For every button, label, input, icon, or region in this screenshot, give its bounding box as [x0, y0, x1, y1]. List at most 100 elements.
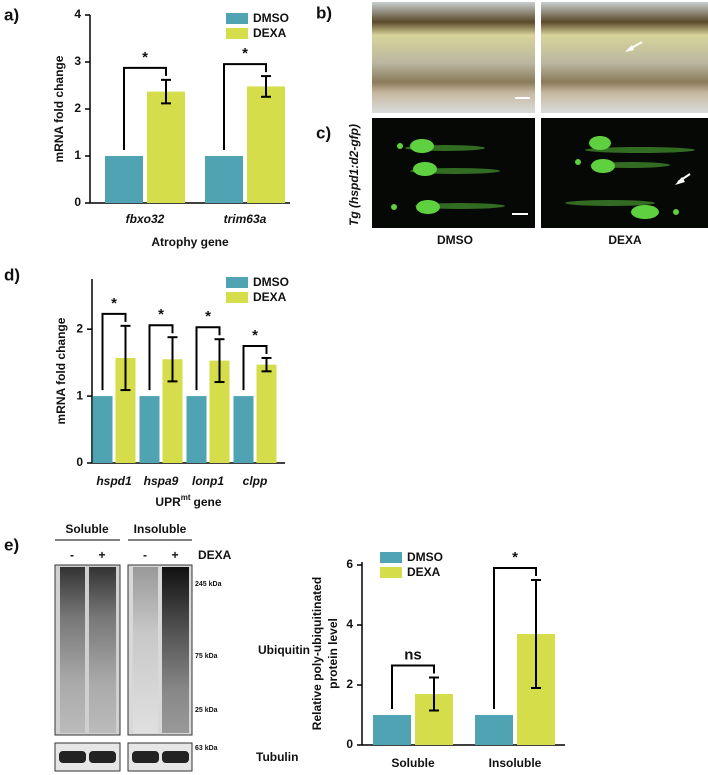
- column-label: DEXA: [608, 233, 642, 247]
- blot-group: Soluble: [65, 522, 109, 536]
- bar: [205, 156, 243, 203]
- legend-label: DEXA: [253, 26, 287, 40]
- legend-label: DEXA: [407, 565, 441, 579]
- y-axis-label: mRNA fold change: [52, 55, 66, 162]
- significance-bracket: [242, 344, 268, 391]
- significance-bracket: [123, 66, 167, 150]
- bar: [256, 364, 277, 463]
- y-axis-label: mRNA fold change: [54, 317, 68, 424]
- y-tick-label: 6: [346, 557, 353, 571]
- bar: [373, 715, 411, 745]
- marker-label: 25 kDa: [195, 707, 218, 714]
- error-bar: [214, 338, 225, 384]
- protein-label: Ubiquitin: [258, 643, 310, 657]
- x-axis-label: Atrophy gene: [151, 235, 229, 249]
- legend-swatch: [380, 552, 402, 563]
- significance-label: *: [252, 327, 258, 344]
- y-tick-label: 0: [74, 195, 81, 209]
- significance-bracket: [493, 567, 537, 709]
- error-bar: [261, 75, 271, 98]
- y-tick-label: 2: [76, 321, 83, 335]
- lane-label: +: [171, 548, 178, 562]
- bar: [233, 396, 254, 463]
- legend-swatch: [380, 567, 402, 578]
- y-axis-label: Relative poly-ubiquitinated: [310, 577, 324, 730]
- x-tick-label: hspa9: [144, 474, 179, 488]
- significance-bracket: [101, 312, 127, 391]
- legend-swatch: [226, 13, 248, 24]
- error-bar: [161, 78, 171, 105]
- legend-swatch: [226, 28, 248, 39]
- panel-label: b): [316, 3, 332, 22]
- x-axis-label-part: UPR: [155, 495, 181, 509]
- x-tick-label: Soluble: [391, 756, 435, 770]
- treatment-label: DEXA: [198, 548, 232, 562]
- column-label: DMSO: [437, 233, 473, 247]
- lane-label: +: [98, 548, 105, 562]
- error-bar: [167, 336, 178, 383]
- bar: [92, 396, 113, 463]
- bar: [475, 715, 513, 745]
- marker-label: 63 kDa: [195, 745, 218, 752]
- brightfield-images: [372, 2, 708, 113]
- marker-label: 75 kDa: [195, 653, 218, 660]
- bar: [139, 396, 160, 463]
- x-tick-label: fbxo32: [126, 212, 165, 226]
- y-tick-label: 4: [74, 7, 81, 21]
- row-label: Tg (hspd1:d2-gfp): [347, 124, 361, 226]
- error-bar: [120, 324, 131, 392]
- y-tick-label: 0: [76, 455, 83, 469]
- significance-label: *: [205, 308, 211, 325]
- legend-swatch: [226, 292, 248, 303]
- y-tick-label: 1: [74, 148, 81, 162]
- bar: [162, 359, 183, 463]
- x-tick-label: hspd1: [96, 474, 132, 488]
- bar: [115, 357, 136, 463]
- fluorescence-images: [372, 118, 708, 228]
- bar: [186, 396, 207, 463]
- legend-label: DMSO: [253, 275, 289, 289]
- significance-bracket: [223, 63, 267, 150]
- significance-label: *: [111, 295, 117, 312]
- significance-label: *: [158, 306, 164, 323]
- legend-swatch: [226, 277, 248, 288]
- significance-label: *: [242, 45, 248, 62]
- bar: [247, 86, 285, 203]
- legend-label: DMSO: [253, 11, 289, 25]
- panel-label: a): [4, 5, 19, 24]
- significance-bracket: [195, 326, 221, 391]
- y-axis-label: protein level: [326, 618, 340, 689]
- error-bar: [531, 579, 541, 689]
- x-tick-label: clpp: [243, 474, 268, 488]
- y-tick-label: 2: [74, 101, 81, 115]
- significance-bracket: [391, 664, 435, 709]
- bar: [209, 360, 230, 463]
- significance-label: *: [142, 49, 148, 66]
- y-tick-label: 3: [74, 54, 81, 68]
- y-tick-label: 4: [346, 617, 353, 631]
- panel-label: c): [316, 123, 331, 142]
- x-tick-label: trim63a: [224, 212, 267, 226]
- significance-label: *: [512, 549, 518, 566]
- error-bar: [429, 676, 439, 712]
- x-tick-label: lonp1: [192, 474, 224, 488]
- western-blot: [54, 539, 193, 772]
- legend-label: DMSO: [407, 550, 443, 564]
- significance-label: ns: [404, 646, 422, 663]
- lane-label: -: [70, 548, 74, 562]
- blot-group: Insoluble: [134, 522, 187, 536]
- bar: [147, 91, 185, 203]
- x-axis-label-part: gene: [194, 495, 222, 509]
- lane-label: -: [143, 548, 147, 562]
- bar: [105, 156, 143, 203]
- significance-bracket: [148, 324, 174, 391]
- marker-label: 245 kDa: [195, 581, 222, 588]
- y-tick-label: 1: [76, 388, 83, 402]
- protein-label: Tubulin: [256, 750, 298, 764]
- error-bar: [261, 356, 272, 373]
- x-tick-label: Insoluble: [489, 756, 542, 770]
- legend-label: DEXA: [253, 290, 287, 304]
- panel-label: e): [4, 535, 19, 554]
- x-axis-label-superscript: mt: [181, 493, 191, 502]
